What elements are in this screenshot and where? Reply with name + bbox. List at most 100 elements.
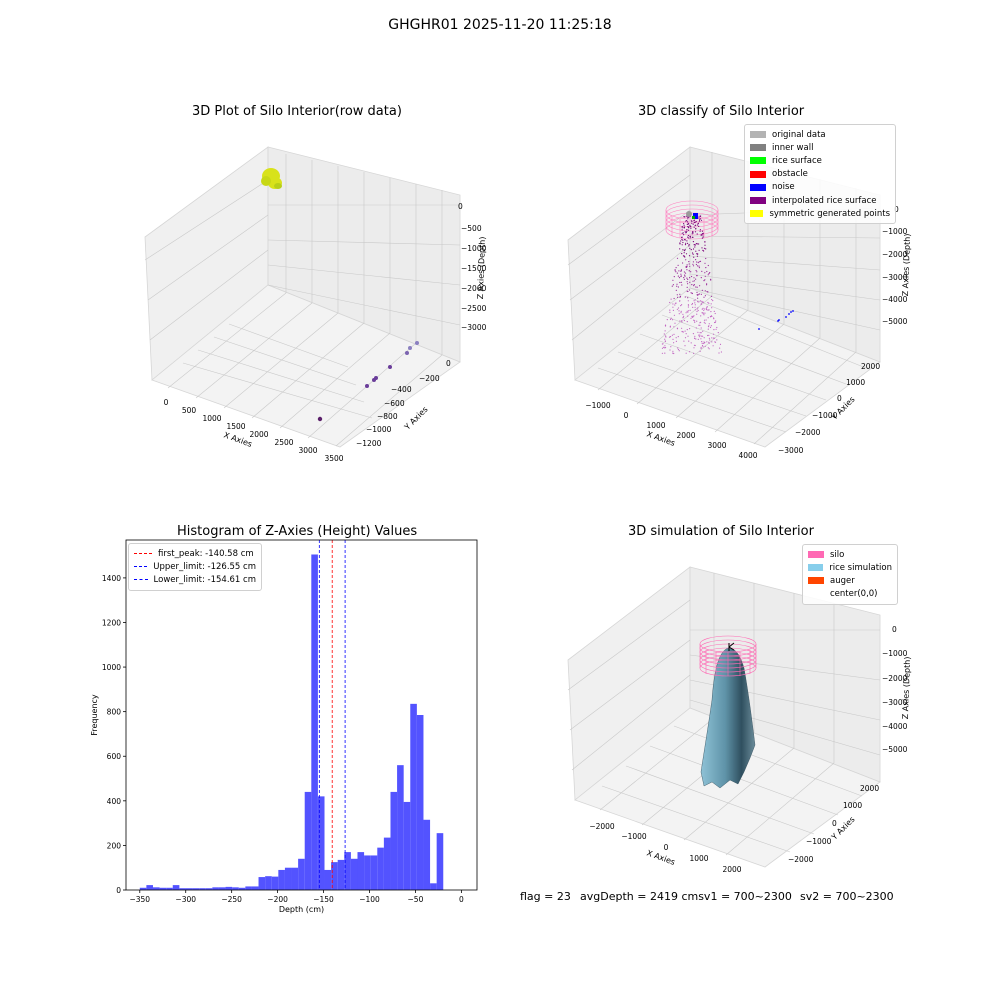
interpolated-rice-point <box>702 312 704 314</box>
interpolated-rice-point <box>697 223 699 225</box>
interpolated-rice-point <box>694 344 696 347</box>
interpolated-rice-point <box>698 334 700 336</box>
interpolated-rice-point <box>683 319 686 322</box>
interpolated-rice-point <box>687 306 690 308</box>
interpolated-rice-point <box>679 300 681 302</box>
interpolated-rice-point <box>678 350 680 352</box>
interpolated-rice-point <box>683 226 686 228</box>
interpolated-rice-point <box>684 249 686 251</box>
histogram-bar <box>139 887 147 890</box>
interpolated-rice-point <box>699 285 701 287</box>
classify-legend-label: original data <box>772 129 826 140</box>
interpolated-rice-point <box>675 271 677 273</box>
interpolated-rice-point <box>679 293 681 295</box>
interpolated-rice-point <box>693 347 695 349</box>
histogram-title: Histogram of Z-Axies (Height) Values <box>177 524 418 539</box>
interpolated-rice-point <box>697 309 699 312</box>
histogram-bar <box>436 833 444 890</box>
interpolated-rice-point <box>695 263 698 266</box>
interpolated-rice-point <box>681 330 683 333</box>
simulation-xtick: 2000 <box>722 865 741 874</box>
histogram-legend-item: Upper_limit: -126.55 cm <box>134 560 256 573</box>
interpolated-rice-point <box>677 347 679 349</box>
interpolated-rice-point <box>693 352 695 354</box>
interpolated-rice-point <box>692 280 694 282</box>
interpolated-rice-point <box>698 215 700 217</box>
interpolated-rice-point <box>690 220 693 222</box>
interpolated-rice-point <box>700 219 703 221</box>
interpolated-rice-point <box>700 321 702 323</box>
interpolated-rice-point <box>689 247 691 249</box>
interpolated-rice-point <box>698 219 701 221</box>
histogram-bar <box>205 888 213 890</box>
interpolated-rice-point <box>717 332 719 334</box>
interpolated-rice-point <box>698 267 701 269</box>
interpolated-rice-point <box>708 309 710 311</box>
interpolated-rice-point <box>700 346 702 348</box>
interpolated-rice-point <box>685 259 687 261</box>
interpolated-rice-point <box>702 346 704 348</box>
interpolated-rice-point <box>679 281 681 284</box>
interpolated-rice-point <box>693 300 695 302</box>
interpolated-rice-point <box>704 244 706 246</box>
interpolated-rice-point <box>691 292 693 294</box>
histogram-xtick-label: 0 <box>459 895 464 904</box>
interpolated-rice-point <box>700 347 702 350</box>
classify-legend-label: obstacle <box>772 169 808 180</box>
interpolated-rice-point <box>687 226 689 228</box>
interpolated-rice-point <box>698 243 700 245</box>
interpolated-rice-point <box>662 346 665 348</box>
interpolated-rice-point <box>669 349 671 351</box>
interpolated-rice-point <box>690 227 692 229</box>
histogram-bar <box>298 858 305 890</box>
histogram-bar <box>410 703 417 890</box>
interpolated-rice-point <box>699 334 701 336</box>
simulation-legend-swatch <box>808 577 824 585</box>
classify-ytick: −3000 <box>778 446 804 455</box>
silo-wireframe <box>665 200 719 240</box>
interpolated-rice-point <box>682 255 685 257</box>
interpolated-rice-point <box>683 227 685 229</box>
interpolated-rice-point <box>705 257 707 260</box>
interpolated-rice-point <box>672 309 675 311</box>
interpolated-rice-point <box>664 345 666 347</box>
interpolated-rice-point <box>704 345 706 347</box>
classify-legend-swatch <box>750 157 766 165</box>
classify-legend-label: noise <box>772 182 795 193</box>
interpolated-rice-point <box>682 249 684 251</box>
raw-ztick: −1000 <box>461 244 487 253</box>
histogram-xtick-label: −100 <box>359 895 380 904</box>
interpolated-rice-point <box>681 320 683 322</box>
interpolated-rice-point <box>683 223 685 225</box>
interpolated-rice-point <box>694 224 696 227</box>
raw-data-points <box>317 341 419 422</box>
interpolated-rice-point <box>694 244 697 246</box>
interpolated-rice-point <box>716 339 718 341</box>
interpolated-rice-point <box>689 289 691 291</box>
interpolated-rice-point <box>686 265 688 267</box>
interpolated-rice-point <box>692 223 694 225</box>
interpolated-rice-point <box>679 296 681 298</box>
classify-ztick: −5000 <box>882 317 908 326</box>
classify-legend-swatch <box>750 210 764 218</box>
interpolated-rice-point <box>664 324 667 326</box>
interpolated-rice-point <box>683 226 685 228</box>
raw-z-ticks: 0 −500 −1000 −1500 −2000 −2500 −3000 <box>458 202 487 332</box>
interpolated-rice-point <box>686 229 688 231</box>
simulation-plot-title: 3D simulation of Silo Interior <box>628 524 814 539</box>
raw-plot-title: 3D Plot of Silo Interior(row data) <box>192 104 402 119</box>
interpolated-rice-point <box>685 220 687 222</box>
raw-axes-box <box>144 146 461 448</box>
interpolated-rice-point <box>691 222 693 224</box>
interpolated-rice-point <box>700 332 702 334</box>
interpolated-rice-point <box>669 301 671 304</box>
interpolated-rice-point <box>684 330 686 332</box>
interpolated-rice-point <box>695 228 697 230</box>
interpolated-rice-point <box>683 227 685 229</box>
simulation-silo-wireframe <box>699 635 757 677</box>
histogram-bar <box>370 855 378 890</box>
interpolated-rice-point <box>687 297 689 299</box>
interpolated-rice-point <box>699 215 702 217</box>
histogram-bar <box>265 876 272 890</box>
interpolated-rice-point <box>689 235 692 238</box>
